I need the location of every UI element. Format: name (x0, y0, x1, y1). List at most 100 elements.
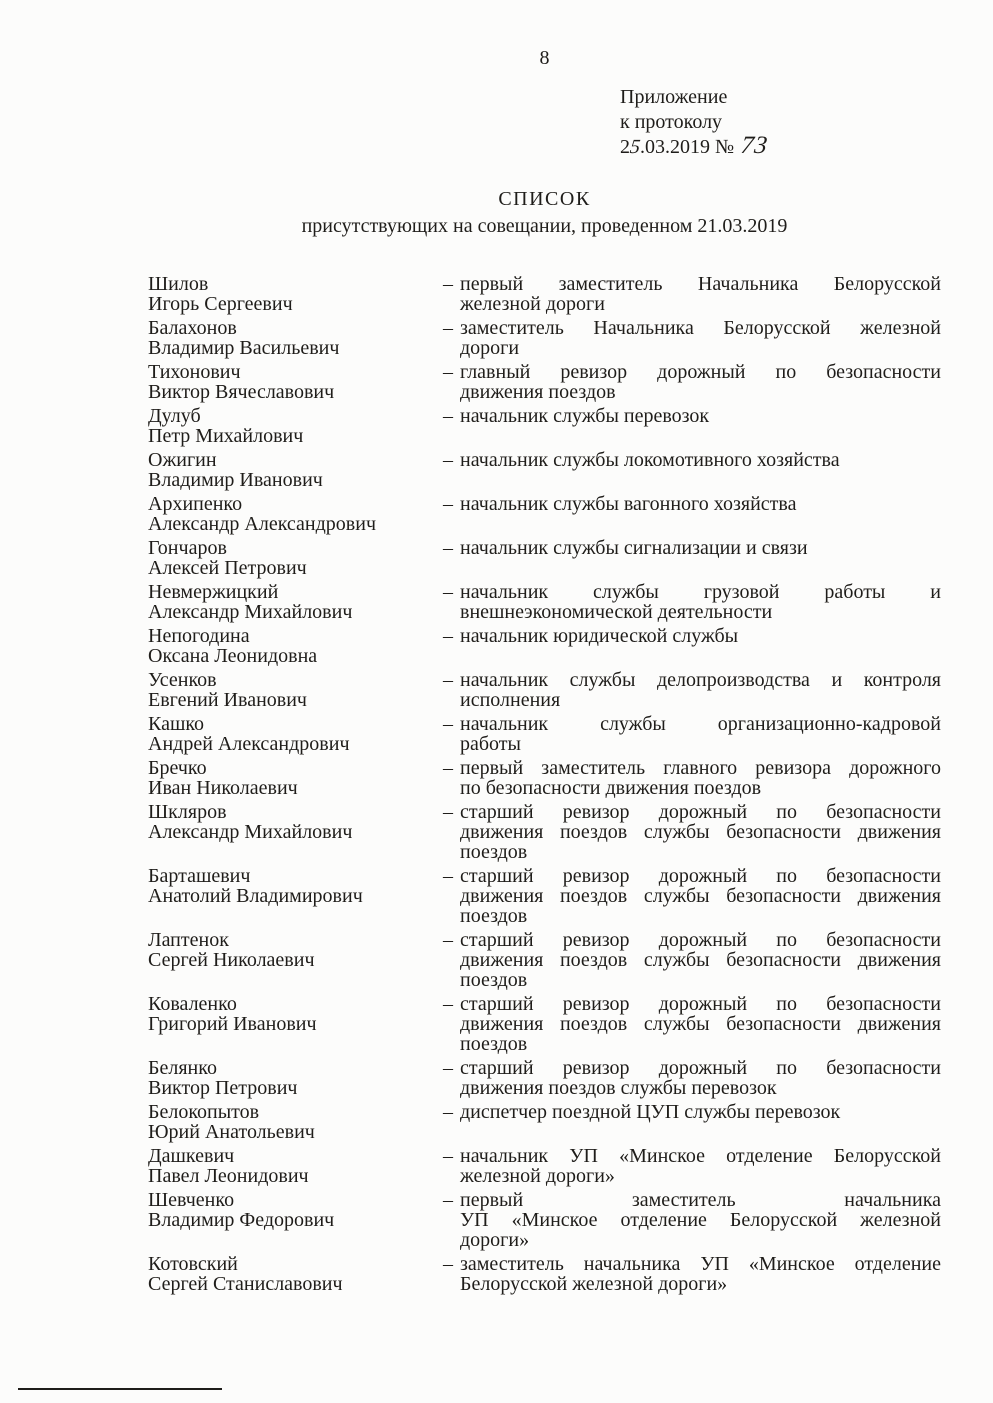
attendee-given-names: Юрий Анатольевич (148, 1121, 315, 1143)
position-line: начальник службы вагонного хозяйства (460, 493, 797, 515)
position-lines: старший ревизор дорожный по безопасности… (460, 930, 941, 990)
attendee-given-names: Сергей Николаевич (148, 949, 315, 971)
position-line: поездов (460, 841, 528, 863)
attendee-row: Котовский Сергей Станиславович – замести… (148, 1254, 941, 1294)
attendee-row: Лаптенок Сергей Николаевич – старший рев… (148, 930, 941, 990)
dash-separator: – (443, 405, 453, 427)
attendee-name: Тихонович Виктор Вячеславович (148, 362, 443, 402)
dash-separator: – (443, 1253, 453, 1275)
position-lines: начальник УП «Минское отделение Белорусс… (460, 1146, 941, 1186)
position-lines: диспетчер поездной ЦУП службы перевозок (460, 1102, 941, 1122)
position-line: движения поездов службы безопасности дви… (460, 821, 941, 843)
attendee-row: Дулуб Петр Михайлович – начальник службы… (148, 406, 941, 446)
attendee-surname: Архипенко (148, 493, 243, 515)
attendee-name: Белокопытов Юрий Анатольевич (148, 1102, 443, 1142)
page-number: 8 (539, 47, 550, 69)
dash-separator: – (443, 929, 453, 951)
position-lines: начальник службы перевозок (460, 406, 941, 426)
attendee-given-names: Владимир Васильевич (148, 337, 340, 359)
attendee-name: Балахонов Владимир Васильевич (148, 318, 443, 358)
attendee-name: Барташевич Анатолий Владимирович (148, 866, 443, 926)
position-line: старший ревизор дорожный по безопасности (460, 1057, 941, 1079)
attendee-name: Шкляров Александр Михайлович (148, 802, 443, 862)
dash-separator: – (443, 581, 453, 603)
attendee-position: – первый заместитель начальника УП «Минск… (443, 1190, 941, 1250)
position-line: заместитель начальника УП «Минское отдел… (460, 1253, 941, 1275)
position-lines: старший ревизор дорожный по безопасности… (460, 866, 941, 926)
position-line: старший ревизор дорожный по безопасности (460, 865, 941, 887)
position-lines: начальник службы грузовой работы и внешне… (460, 582, 941, 622)
page-content: 8 Приложение к протоколу 25.03.2019 № 73… (148, 0, 941, 1294)
attendee-given-names: Владимир Иванович (148, 469, 323, 491)
list-subtitle: присутствующих на совещании, проведенном… (301, 215, 788, 237)
attendee-given-names: Анатолий Владимирович (148, 885, 363, 907)
attendee-row: Гончаров Алексей Петрович – начальник сл… (148, 538, 941, 578)
dash-separator: – (443, 1101, 453, 1123)
position-line: движения поездов службы безопасности дви… (460, 885, 941, 907)
position-lines: начальник юридической службы (460, 626, 941, 646)
date-printed-prefix: 2 (620, 136, 630, 158)
attendee-given-names: Игорь Сергеевич (148, 293, 293, 315)
attendee-given-names: Александр Михайлович (148, 821, 353, 843)
attendee-row: Дашкевич Павел Леонидович – начальник УП… (148, 1146, 941, 1186)
attendee-position: – старший ревизор дорожный по безопаснос… (443, 866, 941, 926)
position-line: начальник службы грузовой работы и (460, 581, 941, 603)
attendee-surname: Дулуб (148, 405, 201, 427)
attendee-surname: Гончаров (148, 537, 227, 559)
attendee-surname: Коваленко (148, 993, 237, 1015)
dash-separator: – (443, 273, 453, 295)
position-line: движения поездов службы перевозок (460, 1077, 777, 1099)
position-line: диспетчер поездной ЦУП службы перевозок (460, 1101, 841, 1123)
position-line: поездов (460, 905, 528, 927)
position-lines: начальник службы организационно-кадровой… (460, 714, 941, 754)
position-line: дороги» (460, 1229, 530, 1251)
attendee-given-names: Александр Александрович (148, 513, 376, 535)
footer-line (18, 1388, 222, 1390)
attendee-given-names: Виктор Петрович (148, 1077, 298, 1099)
attendee-position: – начальник службы сигнализации и связи (443, 538, 941, 578)
position-line: старший ревизор дорожный по безопасности (460, 993, 941, 1015)
attendee-surname: Тихонович (148, 361, 241, 383)
attendee-row: Архипенко Александр Александрович – нача… (148, 494, 941, 534)
position-line: движения поездов службы безопасности дви… (460, 1013, 941, 1035)
attendee-given-names: Андрей Александрович (148, 733, 350, 755)
attendee-name: Коваленко Григорий Иванович (148, 994, 443, 1054)
attendee-position: – старший ревизор дорожный по безопаснос… (443, 930, 941, 990)
attendee-name: Котовский Сергей Станиславович (148, 1254, 443, 1294)
position-lines: главный ревизор дорожный по безопасности… (460, 362, 941, 402)
attendee-position: – начальник службы вагонного хозяйства (443, 494, 941, 534)
annotation-block: Приложение к протоколу 25.03.2019 № 73 (620, 85, 941, 160)
attendee-name: Ожигин Владимир Иванович (148, 450, 443, 490)
attendee-surname: Котовский (148, 1253, 238, 1275)
dash-separator: – (443, 361, 453, 383)
protocol-date-line: 25.03.2019 № 73 (620, 132, 941, 160)
list-title: СПИСОК (498, 188, 591, 210)
dash-separator: – (443, 669, 453, 691)
position-lines: заместитель Начальника Белорусской желез… (460, 318, 941, 358)
attendee-given-names: Сергей Станиславович (148, 1273, 343, 1295)
annotation-line-1: Приложение (620, 86, 728, 108)
attendee-row: Шевченко Владимир Федорович – первый зам… (148, 1190, 941, 1250)
attendee-given-names: Евгений Иванович (148, 689, 307, 711)
position-lines: старший ревизор дорожный по безопасности… (460, 802, 941, 862)
attendee-name: Белянко Виктор Петрович (148, 1058, 443, 1098)
dash-separator: – (443, 625, 453, 647)
attendees-list: Шилов Игорь Сергеевич – первый заместите… (148, 274, 941, 1294)
attendee-row: Ожигин Владимир Иванович – начальник слу… (148, 450, 941, 490)
position-line: первый заместитель Начальника Белорусско… (460, 273, 941, 295)
dash-separator: – (443, 757, 453, 779)
attendee-name: Усенков Евгений Иванович (148, 670, 443, 710)
attendee-row: Бречко Иван Николаевич – первый заместит… (148, 758, 941, 798)
position-line: начальник юридической службы (460, 625, 739, 647)
position-lines: старший ревизор дорожный по безопасности… (460, 1058, 941, 1098)
attendee-surname: Белянко (148, 1057, 217, 1079)
attendee-name: Непогодина Оксана Леонидовна (148, 626, 443, 666)
attendee-surname: Лаптенок (148, 929, 229, 951)
attendee-given-names: Алексей Петрович (148, 557, 307, 579)
attendee-surname: Усенков (148, 669, 217, 691)
position-line: начальник службы организационно-кадровой (460, 713, 941, 735)
attendee-surname: Шевченко (148, 1189, 235, 1211)
date-printed-rest: .03.2019 № (640, 136, 735, 158)
position-lines: начальник службы сигнализации и связи (460, 538, 941, 558)
